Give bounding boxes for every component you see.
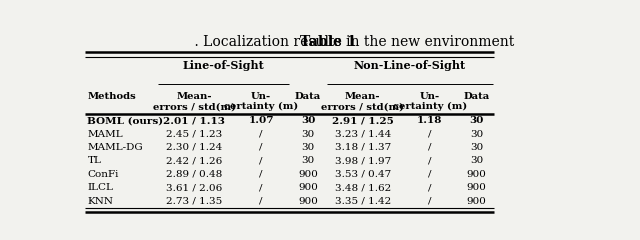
Text: Data: Data <box>295 92 321 101</box>
Text: /: / <box>428 197 431 206</box>
Text: 1.18: 1.18 <box>417 116 442 125</box>
Text: /: / <box>428 143 431 152</box>
Text: 3.23 / 1.44: 3.23 / 1.44 <box>335 130 391 138</box>
Text: BOML (ours): BOML (ours) <box>88 116 164 125</box>
Text: 2.30 / 1.24: 2.30 / 1.24 <box>166 143 222 152</box>
Text: 30: 30 <box>301 156 315 165</box>
Text: 2.89 / 0.48: 2.89 / 0.48 <box>166 170 222 179</box>
Text: Mean-
errors / std(m): Mean- errors / std(m) <box>321 92 404 111</box>
Text: Non-Line-of-Sight: Non-Line-of-Sight <box>354 60 466 71</box>
Text: /: / <box>259 197 263 206</box>
Text: /: / <box>428 183 431 192</box>
Text: /: / <box>259 183 263 192</box>
Text: ConFi: ConFi <box>88 170 119 179</box>
Text: 900: 900 <box>467 197 487 206</box>
Text: 900: 900 <box>298 183 318 192</box>
Text: . Localization results in the new environment: . Localization results in the new enviro… <box>142 35 514 49</box>
Text: 1.07: 1.07 <box>248 116 274 125</box>
Text: Methods: Methods <box>88 92 136 101</box>
Text: /: / <box>428 170 431 179</box>
Text: MAML: MAML <box>88 130 123 138</box>
Text: Un-
certainty (m): Un- certainty (m) <box>224 92 298 111</box>
Text: ILCL: ILCL <box>88 183 113 192</box>
Text: /: / <box>428 156 431 165</box>
Text: 30: 30 <box>470 143 483 152</box>
Text: 900: 900 <box>467 170 487 179</box>
Text: 3.48 / 1.62: 3.48 / 1.62 <box>335 183 391 192</box>
Text: 2.73 / 1.35: 2.73 / 1.35 <box>166 197 222 206</box>
Text: 30: 30 <box>470 116 484 125</box>
Text: KNN: KNN <box>88 197 113 206</box>
Text: 2.45 / 1.23: 2.45 / 1.23 <box>166 130 222 138</box>
Text: 3.18 / 1.37: 3.18 / 1.37 <box>335 143 391 152</box>
Text: 30: 30 <box>301 116 316 125</box>
Text: /: / <box>259 156 263 165</box>
Text: Line-of-Sight: Line-of-Sight <box>183 60 265 71</box>
Text: 900: 900 <box>467 183 487 192</box>
Text: Mean-
errors / std(m): Mean- errors / std(m) <box>152 92 236 111</box>
Text: 3.98 / 1.97: 3.98 / 1.97 <box>335 156 391 165</box>
Text: 900: 900 <box>298 170 318 179</box>
Text: 900: 900 <box>298 197 318 206</box>
Text: /: / <box>259 143 263 152</box>
Text: 2.01 / 1.13: 2.01 / 1.13 <box>163 116 225 125</box>
Text: 3.53 / 0.47: 3.53 / 0.47 <box>335 170 391 179</box>
Text: MAML-DG: MAML-DG <box>88 143 143 152</box>
Text: 30: 30 <box>301 143 315 152</box>
Text: /: / <box>259 130 263 138</box>
Text: TL: TL <box>88 156 101 165</box>
Text: 2.42 / 1.26: 2.42 / 1.26 <box>166 156 222 165</box>
Text: 30: 30 <box>301 130 315 138</box>
Text: 30: 30 <box>470 130 483 138</box>
Text: /: / <box>428 130 431 138</box>
Text: 3.35 / 1.42: 3.35 / 1.42 <box>335 197 391 206</box>
Text: 2.91 / 1.25: 2.91 / 1.25 <box>332 116 394 125</box>
Text: 30: 30 <box>470 156 483 165</box>
Text: Data: Data <box>463 92 490 101</box>
Text: /: / <box>259 170 263 179</box>
Text: 3.61 / 2.06: 3.61 / 2.06 <box>166 183 222 192</box>
Text: Table 1: Table 1 <box>300 35 356 49</box>
Text: Un-
certainty (m): Un- certainty (m) <box>392 92 467 111</box>
